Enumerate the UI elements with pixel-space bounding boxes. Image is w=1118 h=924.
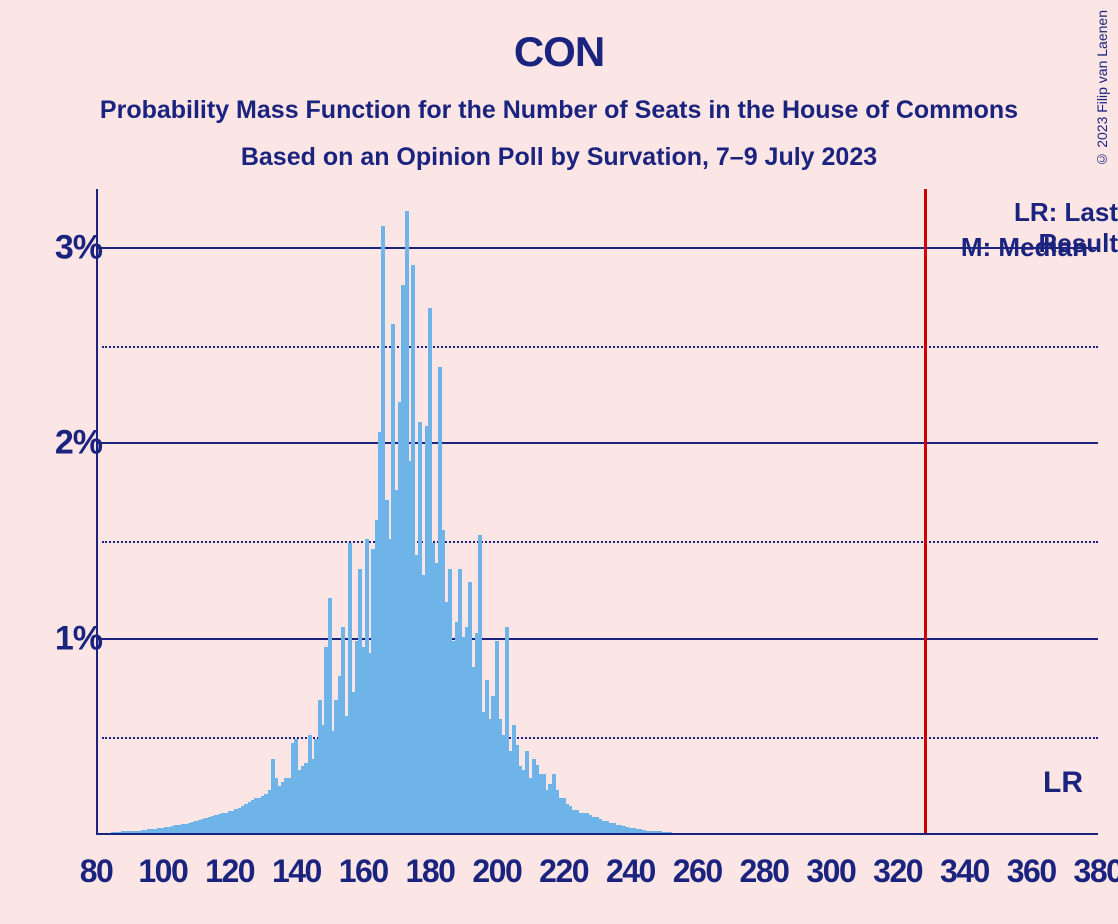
x-axis (96, 833, 1098, 835)
x-tick-label: 200 (472, 853, 521, 890)
chart-subtitle-1: Probability Mass Function for the Number… (0, 96, 1118, 125)
legend-m: M: Median (961, 232, 1088, 263)
x-tick-label: 100 (138, 853, 187, 890)
x-tick-label: 220 (539, 853, 588, 890)
x-tick-label: 280 (740, 853, 789, 890)
title-block: CON Probability Mass Function for the Nu… (0, 0, 1118, 172)
grid-major (96, 638, 1098, 640)
pmf-bar (668, 832, 672, 833)
x-tick-label: 300 (806, 853, 855, 890)
x-tick-label: 340 (940, 853, 989, 890)
y-tick-label: 1% (55, 620, 102, 659)
grid-minor (102, 737, 1098, 739)
grid-minor (102, 346, 1098, 348)
x-tick-label: 140 (272, 853, 321, 890)
x-tick-label: 260 (673, 853, 722, 890)
x-tick-label: 380 (1074, 853, 1118, 890)
x-tick-label: 160 (339, 853, 388, 890)
lr-marker-label: LR (1043, 766, 1083, 800)
chart-title: CON (0, 0, 1118, 76)
last-result-line (924, 189, 927, 833)
x-tick-label: 360 (1007, 853, 1056, 890)
x-tick-label: 320 (873, 853, 922, 890)
y-axis (96, 189, 98, 835)
copyright-text: © 2023 Filip van Laenen (1094, 10, 1110, 168)
grid-minor (102, 541, 1098, 543)
x-tick-label: 180 (406, 853, 455, 890)
x-tick-label: 80 (80, 853, 113, 890)
y-tick-label: 3% (55, 228, 102, 267)
x-tick-label: 240 (606, 853, 655, 890)
chart-subtitle-2: Based on an Opinion Poll by Survation, 7… (0, 143, 1118, 172)
x-tick-label: 120 (205, 853, 254, 890)
grid-major (96, 442, 1098, 444)
chart-plot-area (96, 189, 1098, 835)
y-tick-label: 2% (55, 424, 102, 463)
